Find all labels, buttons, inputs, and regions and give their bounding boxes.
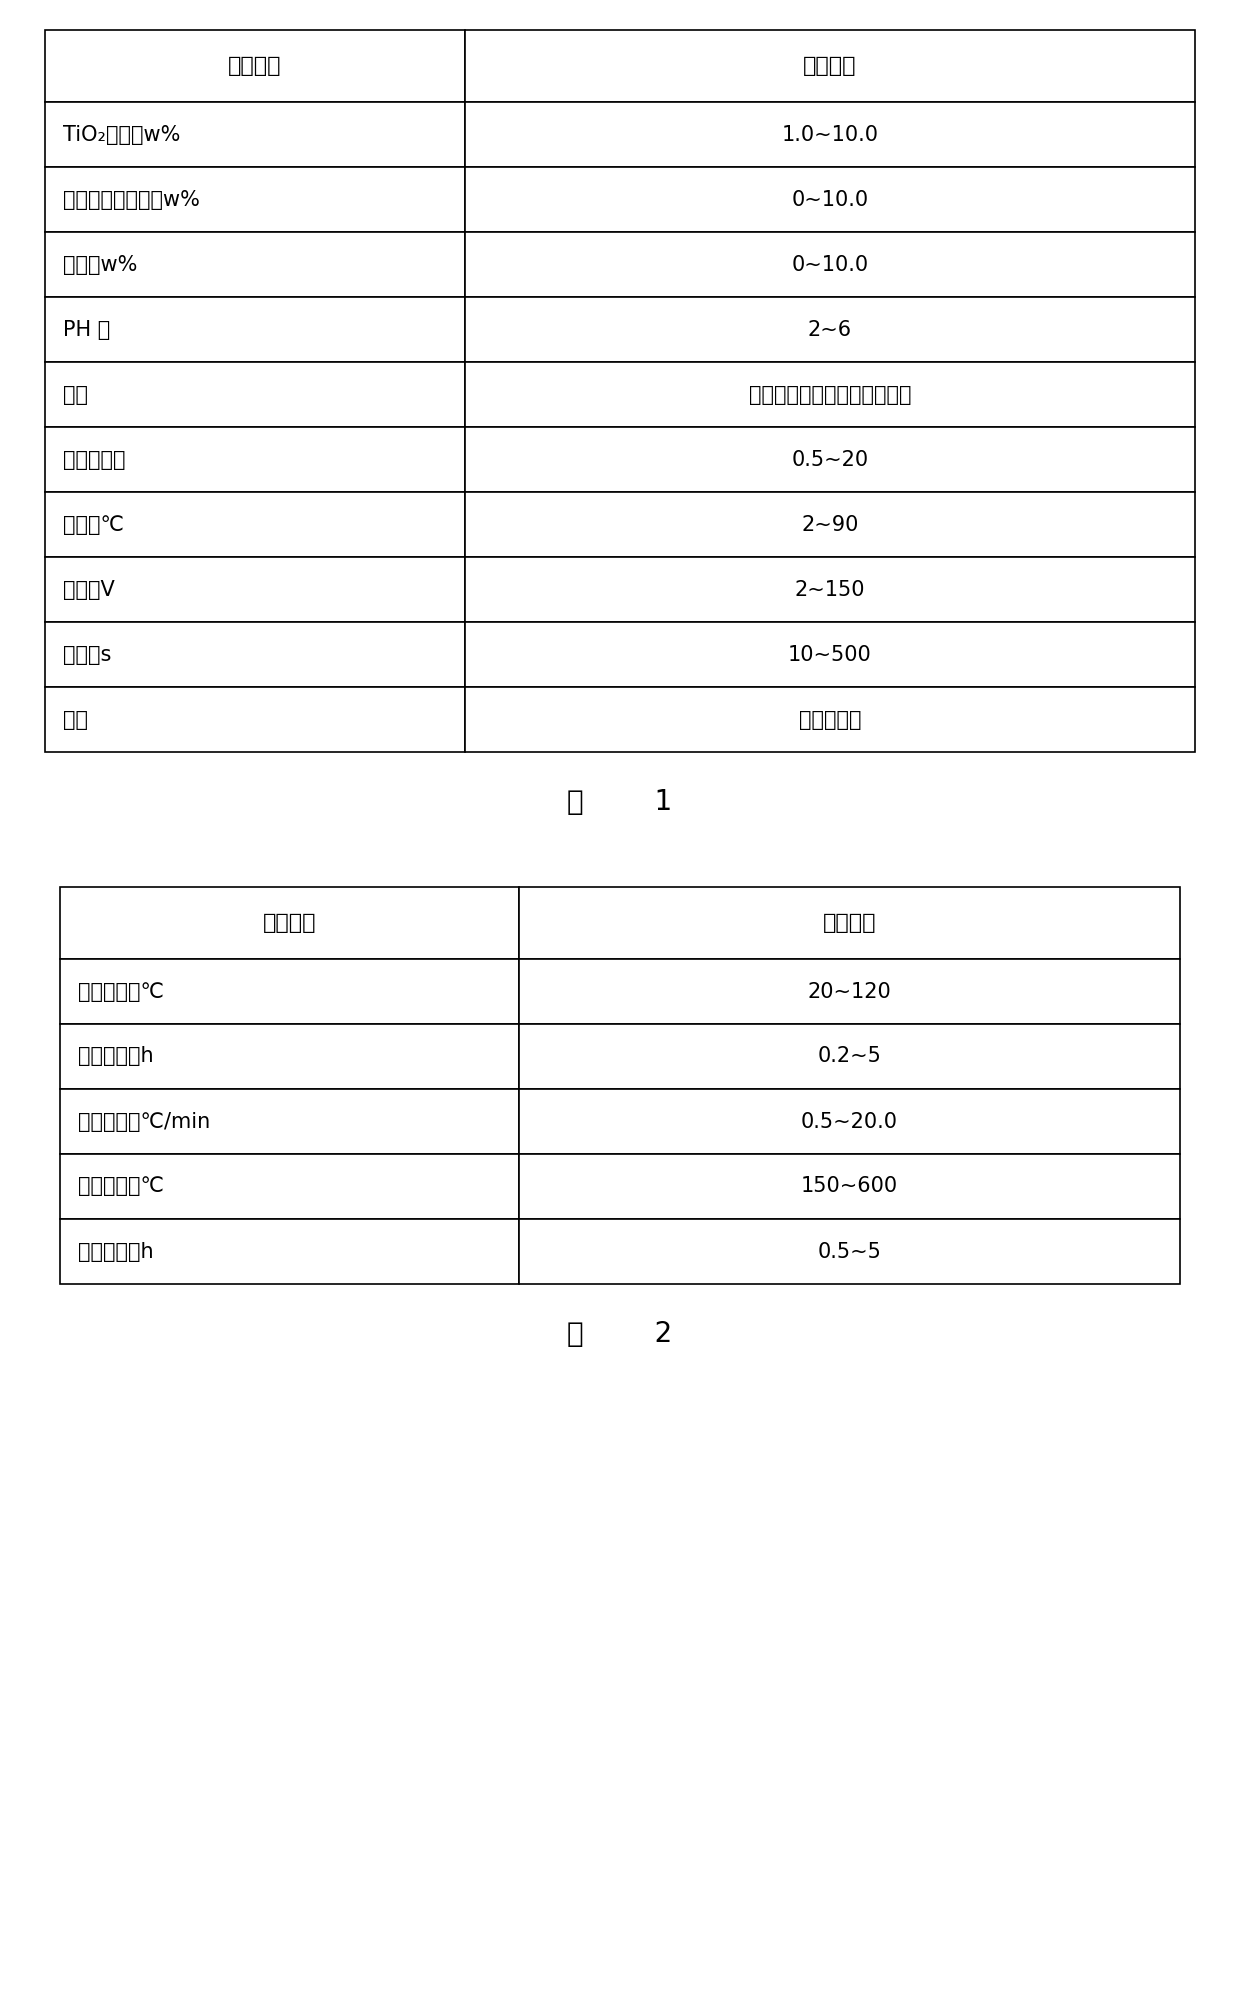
Bar [45, 166, 465, 232]
Text: 指标范围: 指标范围 [804, 56, 857, 76]
Text: 电压，V: 电压，V [63, 579, 115, 599]
Bar [465, 621, 1195, 687]
Text: 石墨、铝、不锈钢或惰性金属: 石墨、铝、不锈钢或惰性金属 [749, 385, 911, 405]
Text: 1.0~10.0: 1.0~10.0 [781, 124, 878, 144]
Text: 图        2: 图 2 [568, 1321, 672, 1349]
Text: 干燥温度，℃: 干燥温度，℃ [78, 982, 164, 1002]
Bar [465, 166, 1195, 232]
Text: 搅拌: 搅拌 [63, 709, 88, 729]
Text: 助剂，w%: 助剂，w% [63, 255, 138, 275]
Text: 工艺规范: 工艺规范 [263, 914, 316, 934]
Text: 工艺规范: 工艺规范 [228, 56, 281, 76]
Bar [520, 1088, 1180, 1154]
Bar [45, 493, 465, 557]
Bar [465, 557, 1195, 621]
Bar [45, 687, 465, 752]
Text: 0.2~5: 0.2~5 [817, 1046, 882, 1066]
Bar [465, 493, 1195, 557]
Bar [45, 557, 465, 621]
Bar [45, 232, 465, 297]
Bar [45, 102, 465, 166]
Bar [465, 687, 1195, 752]
Text: 阴阳面积比: 阴阳面积比 [63, 449, 125, 469]
Bar [465, 363, 1195, 427]
Text: 阳极: 阳极 [63, 385, 88, 405]
Bar [60, 888, 520, 960]
Bar [60, 1218, 520, 1285]
Bar [60, 1024, 520, 1088]
Text: 150~600: 150~600 [801, 1176, 898, 1196]
Text: 0.5~20.0: 0.5~20.0 [801, 1112, 898, 1132]
Bar [465, 102, 1195, 166]
Text: 焙烧时间，h: 焙烧时间，h [78, 1242, 154, 1261]
Bar [45, 30, 465, 102]
Bar [520, 1024, 1180, 1088]
Text: 2~150: 2~150 [795, 579, 866, 599]
Bar [45, 363, 465, 427]
Text: PH 值: PH 值 [63, 319, 110, 339]
Text: 时间，s: 时间，s [63, 645, 112, 665]
Text: TiO₂含量，w%: TiO₂含量，w% [63, 124, 180, 144]
Bar [465, 232, 1195, 297]
Bar [45, 297, 465, 363]
Text: 20~120: 20~120 [807, 982, 892, 1002]
Bar [520, 960, 1180, 1024]
Text: 指标范围: 指标范围 [823, 914, 877, 934]
Text: 2~6: 2~6 [807, 319, 852, 339]
Text: 连续或间隔: 连续或间隔 [799, 709, 861, 729]
Text: 0.5~5: 0.5~5 [817, 1242, 882, 1261]
Text: 2~90: 2~90 [801, 515, 858, 535]
Bar [45, 427, 465, 493]
Bar [60, 1088, 520, 1154]
Bar [45, 621, 465, 687]
Bar [465, 297, 1195, 363]
Bar [520, 888, 1180, 960]
Text: 温度，℃: 温度，℃ [63, 515, 124, 535]
Text: 10~500: 10~500 [787, 645, 872, 665]
Bar [465, 30, 1195, 102]
Bar [465, 427, 1195, 493]
Text: 0~10.0: 0~10.0 [791, 255, 868, 275]
Text: 焙烧温度，℃: 焙烧温度，℃ [78, 1176, 164, 1196]
Text: 其他氧化物含量，w%: 其他氧化物含量，w% [63, 190, 200, 210]
Text: 升温速度，℃/min: 升温速度，℃/min [78, 1112, 211, 1132]
Bar [520, 1218, 1180, 1285]
Text: 0.5~20: 0.5~20 [791, 449, 868, 469]
Text: 干燥时间，h: 干燥时间，h [78, 1046, 154, 1066]
Bar [60, 1154, 520, 1218]
Text: 图        1: 图 1 [568, 788, 672, 816]
Bar [60, 960, 520, 1024]
Bar [520, 1154, 1180, 1218]
Text: 0~10.0: 0~10.0 [791, 190, 868, 210]
